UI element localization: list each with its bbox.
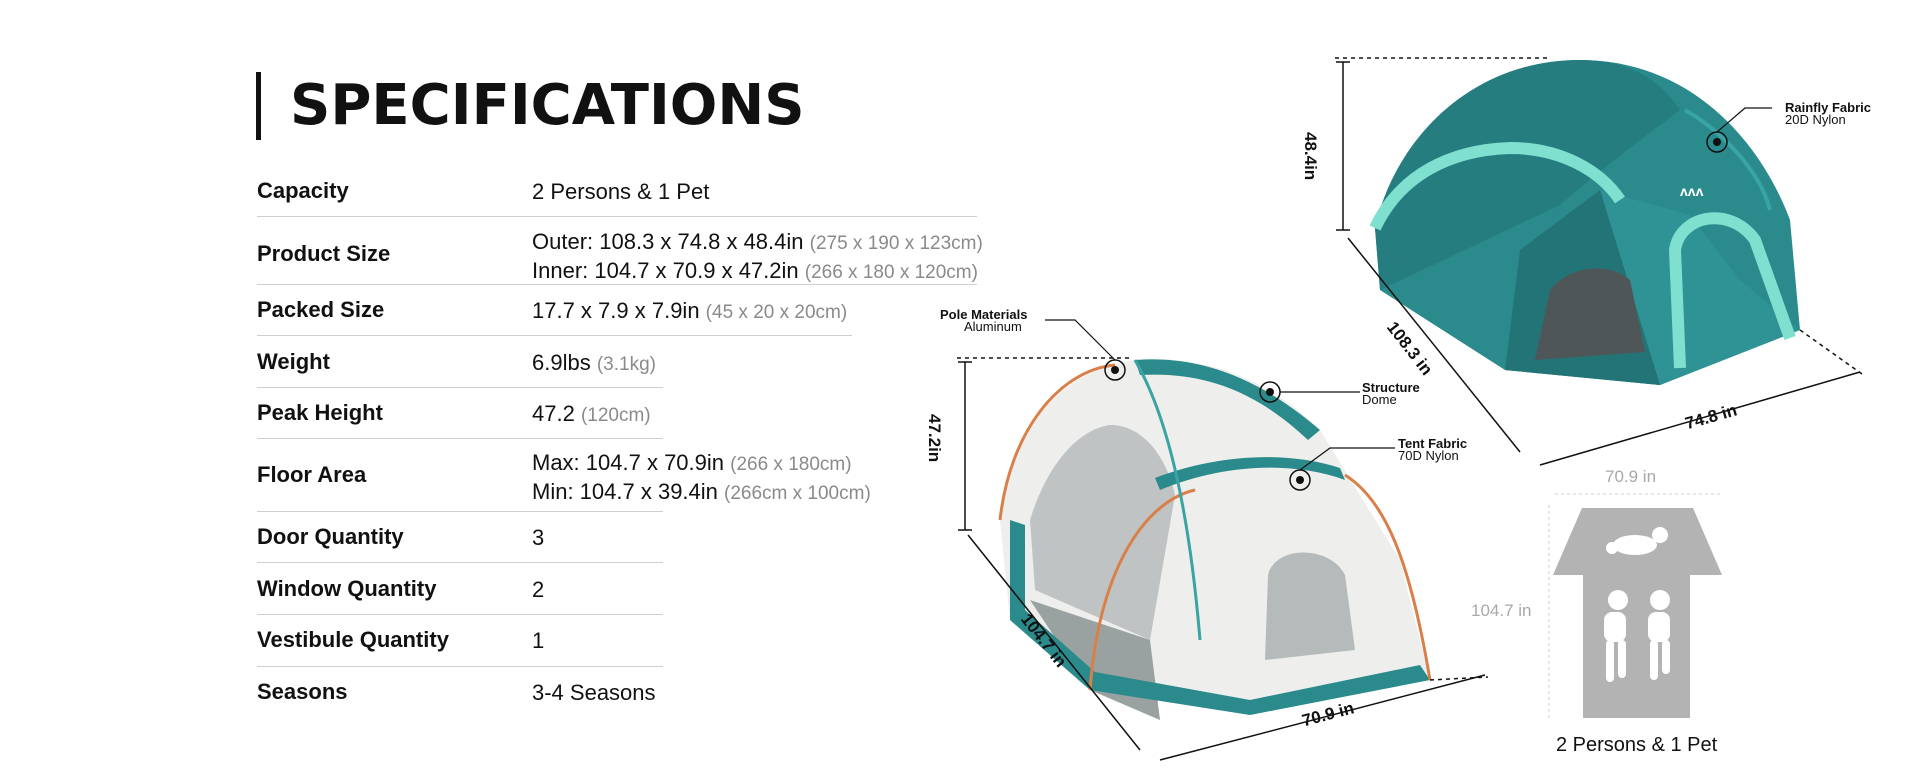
spec-value: 47.2 (120cm) xyxy=(532,400,651,429)
fabric-callout-title: Tent Fabric xyxy=(1398,436,1468,451)
spec-divider xyxy=(257,387,663,388)
outer-height-label: 48.4in xyxy=(1301,132,1320,181)
spec-label: Window Quantity xyxy=(257,576,437,601)
fabric-callout-sub: 70D Nylon xyxy=(1398,448,1459,463)
spec-value: 3 xyxy=(532,524,544,551)
spec-label: Product Size xyxy=(257,241,391,266)
spec-label: Peak Height xyxy=(257,400,383,425)
inner-tent-callout-pointers xyxy=(1045,319,1395,491)
floor-plan-diagram xyxy=(1548,493,1722,718)
spec-value-line: 6.9lbs (3.1kg) xyxy=(532,349,656,378)
spec-value-main: 17.7 x 7.9 x 7.9in xyxy=(532,298,706,323)
spec-value-line: 2 Persons & 1 Pet xyxy=(532,178,709,205)
svg-text:ᴧᴧᴧ: ᴧᴧᴧ xyxy=(1680,183,1704,199)
spec-value-line: 47.2 (120cm) xyxy=(532,400,651,429)
spec-divider xyxy=(257,666,663,667)
spec-value-main: Max: 104.7 x 70.9in xyxy=(532,450,731,475)
spec-value-metric: (266cm x 100cm) xyxy=(724,483,871,504)
spec-divider xyxy=(257,335,852,336)
spec-value: 2 xyxy=(532,576,544,603)
inner-tent-dimension-lines xyxy=(957,357,1489,761)
spec-value-main: 3-4 Seasons xyxy=(532,680,656,705)
spec-value: 3-4 Seasons xyxy=(532,679,656,706)
spec-label: Vestibule Quantity xyxy=(257,627,449,652)
spec-value: Outer: 108.3 x 74.8 x 48.4in (275 x 190 … xyxy=(532,228,983,286)
spec-value-line: 2 xyxy=(532,576,544,603)
spec-label: Capacity xyxy=(257,178,349,203)
spec-value-line: 3-4 Seasons xyxy=(532,679,656,706)
rainfly-callout-sub: 20D Nylon xyxy=(1785,112,1846,127)
pole-callout-sub: Aluminum xyxy=(964,319,1022,334)
spec-value-main: 2 xyxy=(532,577,545,602)
spec-value-metric: (266 x 180 x 120cm) xyxy=(804,262,978,283)
pole-callout-title: Pole Materials xyxy=(940,307,1028,322)
spec-value-main: Outer: 108.3 x 74.8 x 48.4in xyxy=(532,229,810,254)
floor-width-label: 70.9 in xyxy=(1605,467,1657,486)
spec-divider xyxy=(257,614,663,615)
page-title: SPECIFICATIONS xyxy=(290,73,805,138)
spec-value-main: Inner: 104.7 x 70.9 x 47.2in xyxy=(532,258,805,283)
spec-divider xyxy=(257,438,663,439)
spec-label: Seasons xyxy=(257,679,348,704)
spec-value-line: Min: 104.7 x 39.4in (266cm x 100cm) xyxy=(532,478,871,507)
spec-value: Max: 104.7 x 70.9in (266 x 180cm) Min: 10… xyxy=(532,449,871,507)
spec-value-metric: (275 x 190 x 123cm) xyxy=(809,233,983,254)
inner-tent-image xyxy=(998,359,1432,720)
spec-value-main: 2 Persons & 1 Pet xyxy=(532,179,710,204)
spec-value-line: 17.7 x 7.9 x 7.9in (45 x 20 x 20cm) xyxy=(532,297,847,326)
spec-value-metric: (45 x 20 x 20cm) xyxy=(705,302,848,323)
spec-value: 6.9lbs (3.1kg) xyxy=(532,349,656,378)
spec-value-metric: (3.1kg) xyxy=(596,354,656,375)
persons-icon xyxy=(1604,590,1670,682)
spec-value-main: 47.2 xyxy=(532,401,581,426)
structure-callout-title: Structure xyxy=(1362,380,1420,395)
spec-value-line: 3 xyxy=(532,524,544,551)
outer-tent-image: ᴧᴧᴧ xyxy=(1369,60,1800,385)
spec-value-metric: (120cm) xyxy=(580,405,651,426)
spec-value-line: Max: 104.7 x 70.9in (266 x 180cm) xyxy=(532,449,871,478)
spec-value: 17.7 x 7.9 x 7.9in (45 x 20 x 20cm) xyxy=(532,297,847,326)
spec-divider xyxy=(257,562,663,563)
title-accent-bar xyxy=(256,72,261,140)
spec-label: Floor Area xyxy=(257,462,367,487)
spec-value-main: 6.9lbs xyxy=(532,350,597,375)
spec-value-main: 3 xyxy=(532,525,545,550)
pet-icon xyxy=(1606,527,1668,555)
spec-value-main: 1 xyxy=(532,628,545,653)
spec-label: Weight xyxy=(257,349,330,374)
structure-callout-sub: Dome xyxy=(1362,392,1397,407)
spec-label: Door Quantity xyxy=(257,524,404,549)
spec-divider xyxy=(257,511,663,512)
spec-value-line: 1 xyxy=(532,627,544,654)
rainfly-callout-pointer xyxy=(1706,107,1772,153)
spec-divider xyxy=(257,284,977,285)
spec-value-line: Inner: 104.7 x 70.9 x 47.2in (266 x 180 … xyxy=(532,257,983,286)
spec-value-line: Outer: 108.3 x 74.8 x 48.4in (275 x 190 … xyxy=(532,228,983,257)
spec-value-main: Min: 104.7 x 39.4in xyxy=(532,479,725,504)
spec-value-metric: (266 x 180cm) xyxy=(730,454,852,475)
rainfly-callout-title: Rainfly Fabric xyxy=(1785,100,1871,115)
floor-plan-caption: 2 Persons & 1 Pet xyxy=(1556,734,1718,756)
spec-label: Packed Size xyxy=(257,297,385,322)
spec-value: 1 xyxy=(532,627,544,654)
inner-height-label: 47.2in xyxy=(925,414,944,463)
floor-length-label: 104.7 in xyxy=(1471,601,1532,620)
outer-tent-dimension-lines xyxy=(1335,57,1863,466)
spec-divider xyxy=(257,216,977,217)
spec-value: 2 Persons & 1 Pet xyxy=(532,178,709,205)
